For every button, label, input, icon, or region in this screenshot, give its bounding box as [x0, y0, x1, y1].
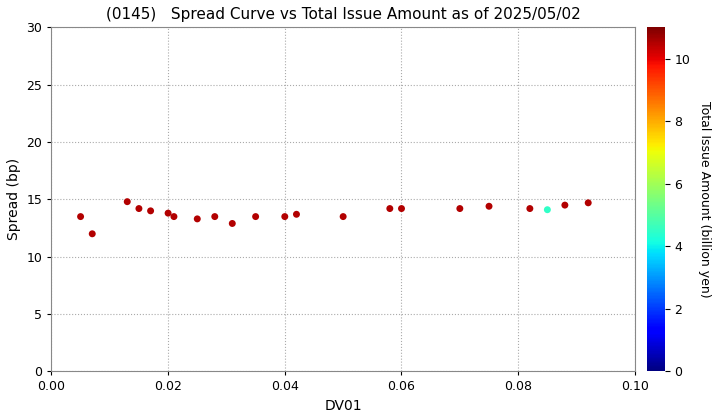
- Point: [209, 213, 220, 220]
- Point: [524, 205, 536, 212]
- Point: [483, 203, 495, 210]
- Point: [227, 220, 238, 227]
- Y-axis label: Total Issue Amount (billion yen): Total Issue Amount (billion yen): [698, 101, 711, 298]
- Point: [454, 205, 466, 212]
- Point: [559, 202, 571, 208]
- Point: [145, 207, 156, 214]
- Point: [384, 205, 395, 212]
- Point: [279, 213, 291, 220]
- Point: [162, 210, 174, 216]
- Point: [250, 213, 261, 220]
- Point: [396, 205, 408, 212]
- Point: [192, 215, 203, 222]
- Point: [582, 200, 594, 206]
- Point: [338, 213, 349, 220]
- Point: [86, 231, 98, 237]
- Y-axis label: Spread (bp): Spread (bp): [7, 158, 21, 240]
- Point: [168, 213, 180, 220]
- Point: [75, 213, 86, 220]
- X-axis label: DV01: DV01: [324, 399, 362, 413]
- Point: [122, 198, 133, 205]
- Title: (0145)   Spread Curve vs Total Issue Amount as of 2025/05/02: (0145) Spread Curve vs Total Issue Amoun…: [106, 7, 580, 22]
- Point: [291, 211, 302, 218]
- Point: [541, 206, 553, 213]
- Point: [133, 205, 145, 212]
